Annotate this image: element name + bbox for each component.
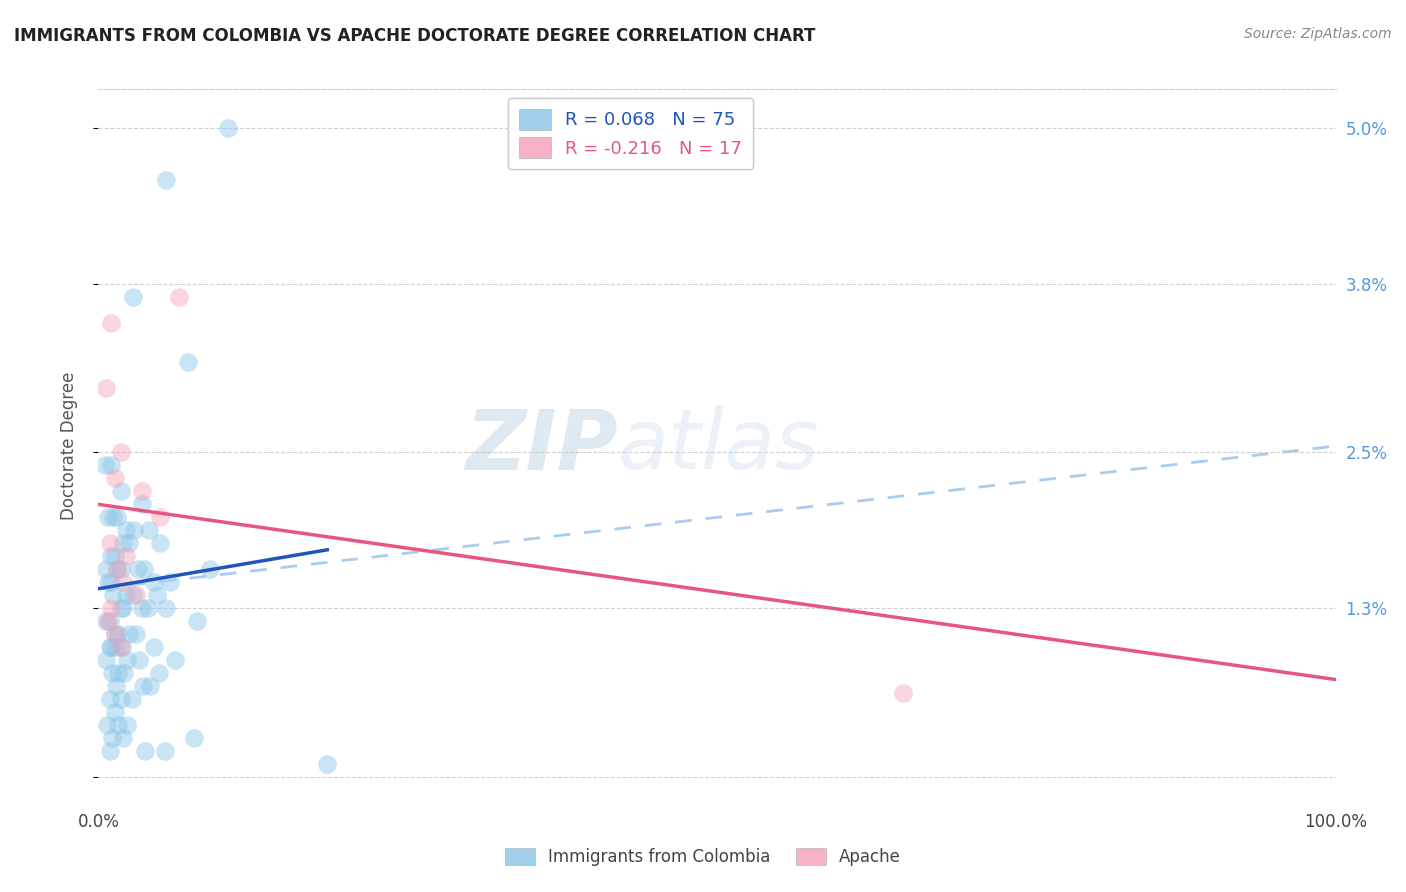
Point: [103, 627, 125, 641]
Point: [159, 575, 181, 590]
Point: [131, 497, 153, 511]
Point: [110, 484, 132, 499]
Point: [114, 549, 136, 564]
Point: [155, 173, 177, 187]
Point: [136, 601, 159, 615]
Point: [98, 640, 121, 654]
Point: [134, 744, 156, 758]
Point: [110, 640, 132, 654]
Point: [186, 614, 208, 628]
Point: [104, 679, 127, 693]
Point: [115, 653, 138, 667]
Point: [121, 692, 143, 706]
Point: [98, 614, 121, 628]
Point: [145, 588, 167, 602]
Point: [100, 549, 122, 564]
Point: [98, 536, 121, 550]
Point: [100, 316, 122, 330]
Point: [124, 627, 146, 641]
Point: [118, 627, 141, 641]
Legend: Immigrants from Colombia, Apache: Immigrants from Colombia, Apache: [496, 840, 910, 875]
Point: [103, 549, 125, 564]
Point: [94, 381, 117, 395]
Point: [107, 718, 129, 732]
Point: [124, 524, 146, 538]
Point: [94, 614, 117, 628]
Point: [127, 562, 149, 576]
Point: [98, 744, 121, 758]
Point: [114, 524, 136, 538]
Point: [105, 562, 128, 576]
Point: [165, 653, 187, 667]
Point: [104, 640, 127, 654]
Point: [138, 524, 160, 538]
Point: [316, 756, 339, 771]
Point: [94, 653, 117, 667]
Point: [167, 290, 190, 304]
Point: [183, 731, 205, 745]
Point: [149, 536, 172, 550]
Point: [112, 536, 135, 550]
Point: [103, 510, 125, 524]
Point: [97, 575, 120, 590]
Point: [122, 588, 145, 602]
Point: [132, 679, 155, 693]
Point: [149, 510, 172, 524]
Point: [110, 445, 132, 459]
Point: [103, 588, 125, 602]
Point: [96, 718, 118, 732]
Point: [103, 705, 125, 719]
Point: [148, 666, 170, 681]
Point: [143, 640, 166, 654]
Point: [131, 484, 153, 499]
Point: [112, 731, 135, 745]
Text: ZIP: ZIP: [465, 406, 619, 486]
Point: [97, 510, 120, 524]
Point: [134, 562, 156, 576]
Point: [118, 536, 141, 550]
Point: [107, 627, 129, 641]
Point: [111, 640, 134, 654]
Point: [114, 588, 136, 602]
Point: [155, 601, 177, 615]
Point: [100, 575, 122, 590]
Point: [103, 627, 125, 641]
Point: [105, 562, 128, 576]
Text: atlas: atlas: [619, 406, 820, 486]
Point: [98, 692, 121, 706]
Point: [217, 121, 239, 136]
Point: [112, 575, 135, 590]
Point: [103, 471, 125, 485]
Point: [198, 562, 221, 576]
Point: [122, 290, 145, 304]
Point: [110, 692, 132, 706]
Point: [139, 679, 162, 693]
Point: [94, 562, 117, 576]
Point: [115, 718, 138, 732]
Point: [124, 588, 146, 602]
Point: [107, 666, 129, 681]
Point: [143, 575, 166, 590]
Point: [128, 653, 150, 667]
Point: [110, 601, 132, 615]
Y-axis label: Doctorate Degree: Doctorate Degree: [59, 372, 77, 520]
Point: [110, 562, 132, 576]
Point: [155, 744, 177, 758]
Point: [101, 731, 124, 745]
Point: [97, 614, 120, 628]
Point: [105, 510, 128, 524]
Point: [93, 458, 115, 473]
Point: [100, 601, 122, 615]
Point: [112, 666, 135, 681]
Point: [112, 601, 135, 615]
Point: [891, 685, 914, 699]
Text: Source: ZipAtlas.com: Source: ZipAtlas.com: [1244, 27, 1392, 41]
Point: [101, 666, 124, 681]
Legend: R = 0.068   N = 75, R = -0.216   N = 17: R = 0.068 N = 75, R = -0.216 N = 17: [508, 98, 754, 169]
Point: [131, 601, 153, 615]
Text: IMMIGRANTS FROM COLOMBIA VS APACHE DOCTORATE DEGREE CORRELATION CHART: IMMIGRANTS FROM COLOMBIA VS APACHE DOCTO…: [14, 27, 815, 45]
Point: [100, 458, 122, 473]
Point: [100, 640, 122, 654]
Point: [176, 354, 198, 368]
